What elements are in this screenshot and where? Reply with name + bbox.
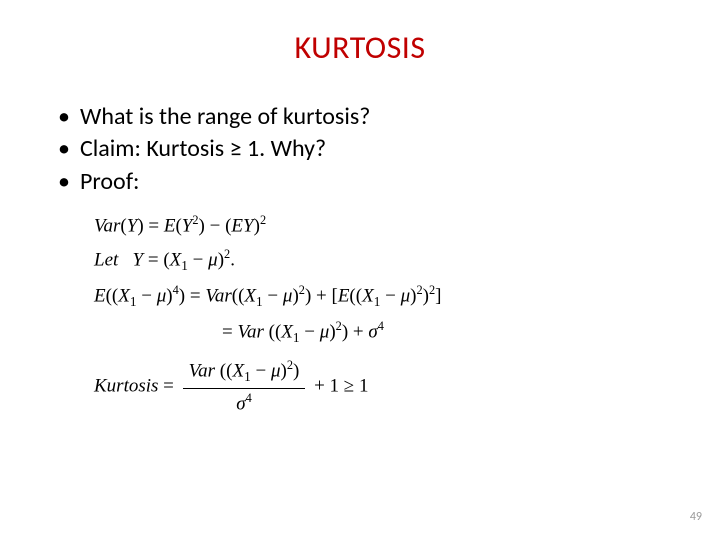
math-line-var: Var(Y) = E(Y2) − (EY)2 bbox=[94, 212, 666, 240]
slide-title: KURTOSIS bbox=[54, 28, 666, 67]
math-line-let: Let Y = (X1 − μ)2. bbox=[94, 246, 666, 276]
math-text: ) − (EY) bbox=[199, 216, 260, 237]
math-sub: 1 bbox=[256, 294, 263, 309]
math-text: Kurtosis bbox=[94, 376, 158, 397]
math-text: ] bbox=[435, 285, 441, 306]
math-sup: 4 bbox=[378, 319, 384, 333]
math-text: . bbox=[230, 249, 235, 270]
math-sub: 1 bbox=[181, 258, 188, 273]
math-block: Var(Y) = E(Y2) − (EY)2 Let Y = (X1 − μ)2… bbox=[94, 212, 666, 418]
math-sub: 1 bbox=[293, 330, 300, 345]
math-text: Let bbox=[94, 249, 118, 270]
bullet-text: Claim: Kurtosis ≥ 1. Why? bbox=[80, 134, 326, 163]
math-text: E bbox=[94, 285, 106, 306]
fraction: Var ((X1 − μ)2)σ4 bbox=[183, 357, 306, 418]
page-number: 49 bbox=[690, 510, 702, 524]
bullet-list: What is the range of kurtosis? Claim: Ku… bbox=[54, 101, 666, 198]
math-text: − μ) bbox=[263, 285, 299, 306]
math-text: = bbox=[158, 376, 178, 397]
math-text: Y = (X bbox=[118, 249, 181, 270]
math-text: − μ) bbox=[380, 285, 416, 306]
math-text: Var bbox=[94, 216, 120, 237]
math-sub: 1 bbox=[130, 294, 137, 309]
math-text: + 1 ≥ 1 bbox=[309, 376, 368, 397]
math-line-expand: E((X1 − μ)4) = Var((X1 − μ)2) + [E((X1 −… bbox=[94, 282, 666, 312]
fraction-numerator: Var ((X1 − μ)2) bbox=[183, 357, 306, 389]
math-text: (Y) = E(Y bbox=[120, 216, 192, 237]
math-text: − μ) bbox=[188, 249, 224, 270]
math-sup: 2 bbox=[260, 213, 266, 227]
math-line-kurtosis: Kurtosis = Var ((X1 − μ)2)σ4 + 1 ≥ 1 bbox=[94, 357, 666, 418]
math-line-simplify: = Var ((X1 − μ)2) + σ4 bbox=[222, 318, 666, 348]
math-text: − μ) bbox=[300, 321, 336, 342]
bullet-item: What is the range of kurtosis? bbox=[54, 101, 666, 133]
fraction-denominator: σ4 bbox=[183, 389, 306, 418]
math-text: = Var ((X bbox=[222, 321, 293, 342]
bullet-text: Proof: bbox=[80, 167, 139, 196]
math-text: ) = Var((X bbox=[179, 285, 256, 306]
math-text: ((X bbox=[106, 285, 130, 306]
math-text: − μ) bbox=[137, 285, 173, 306]
slide: KURTOSIS What is the range of kurtosis? … bbox=[0, 0, 720, 540]
bullet-item: Proof: bbox=[54, 166, 666, 198]
math-text: ) + [E((X bbox=[305, 285, 374, 306]
math-text: ) + σ bbox=[342, 321, 378, 342]
bullet-text: What is the range of kurtosis? bbox=[80, 102, 370, 131]
bullet-item: Claim: Kurtosis ≥ 1. Why? bbox=[54, 133, 666, 165]
